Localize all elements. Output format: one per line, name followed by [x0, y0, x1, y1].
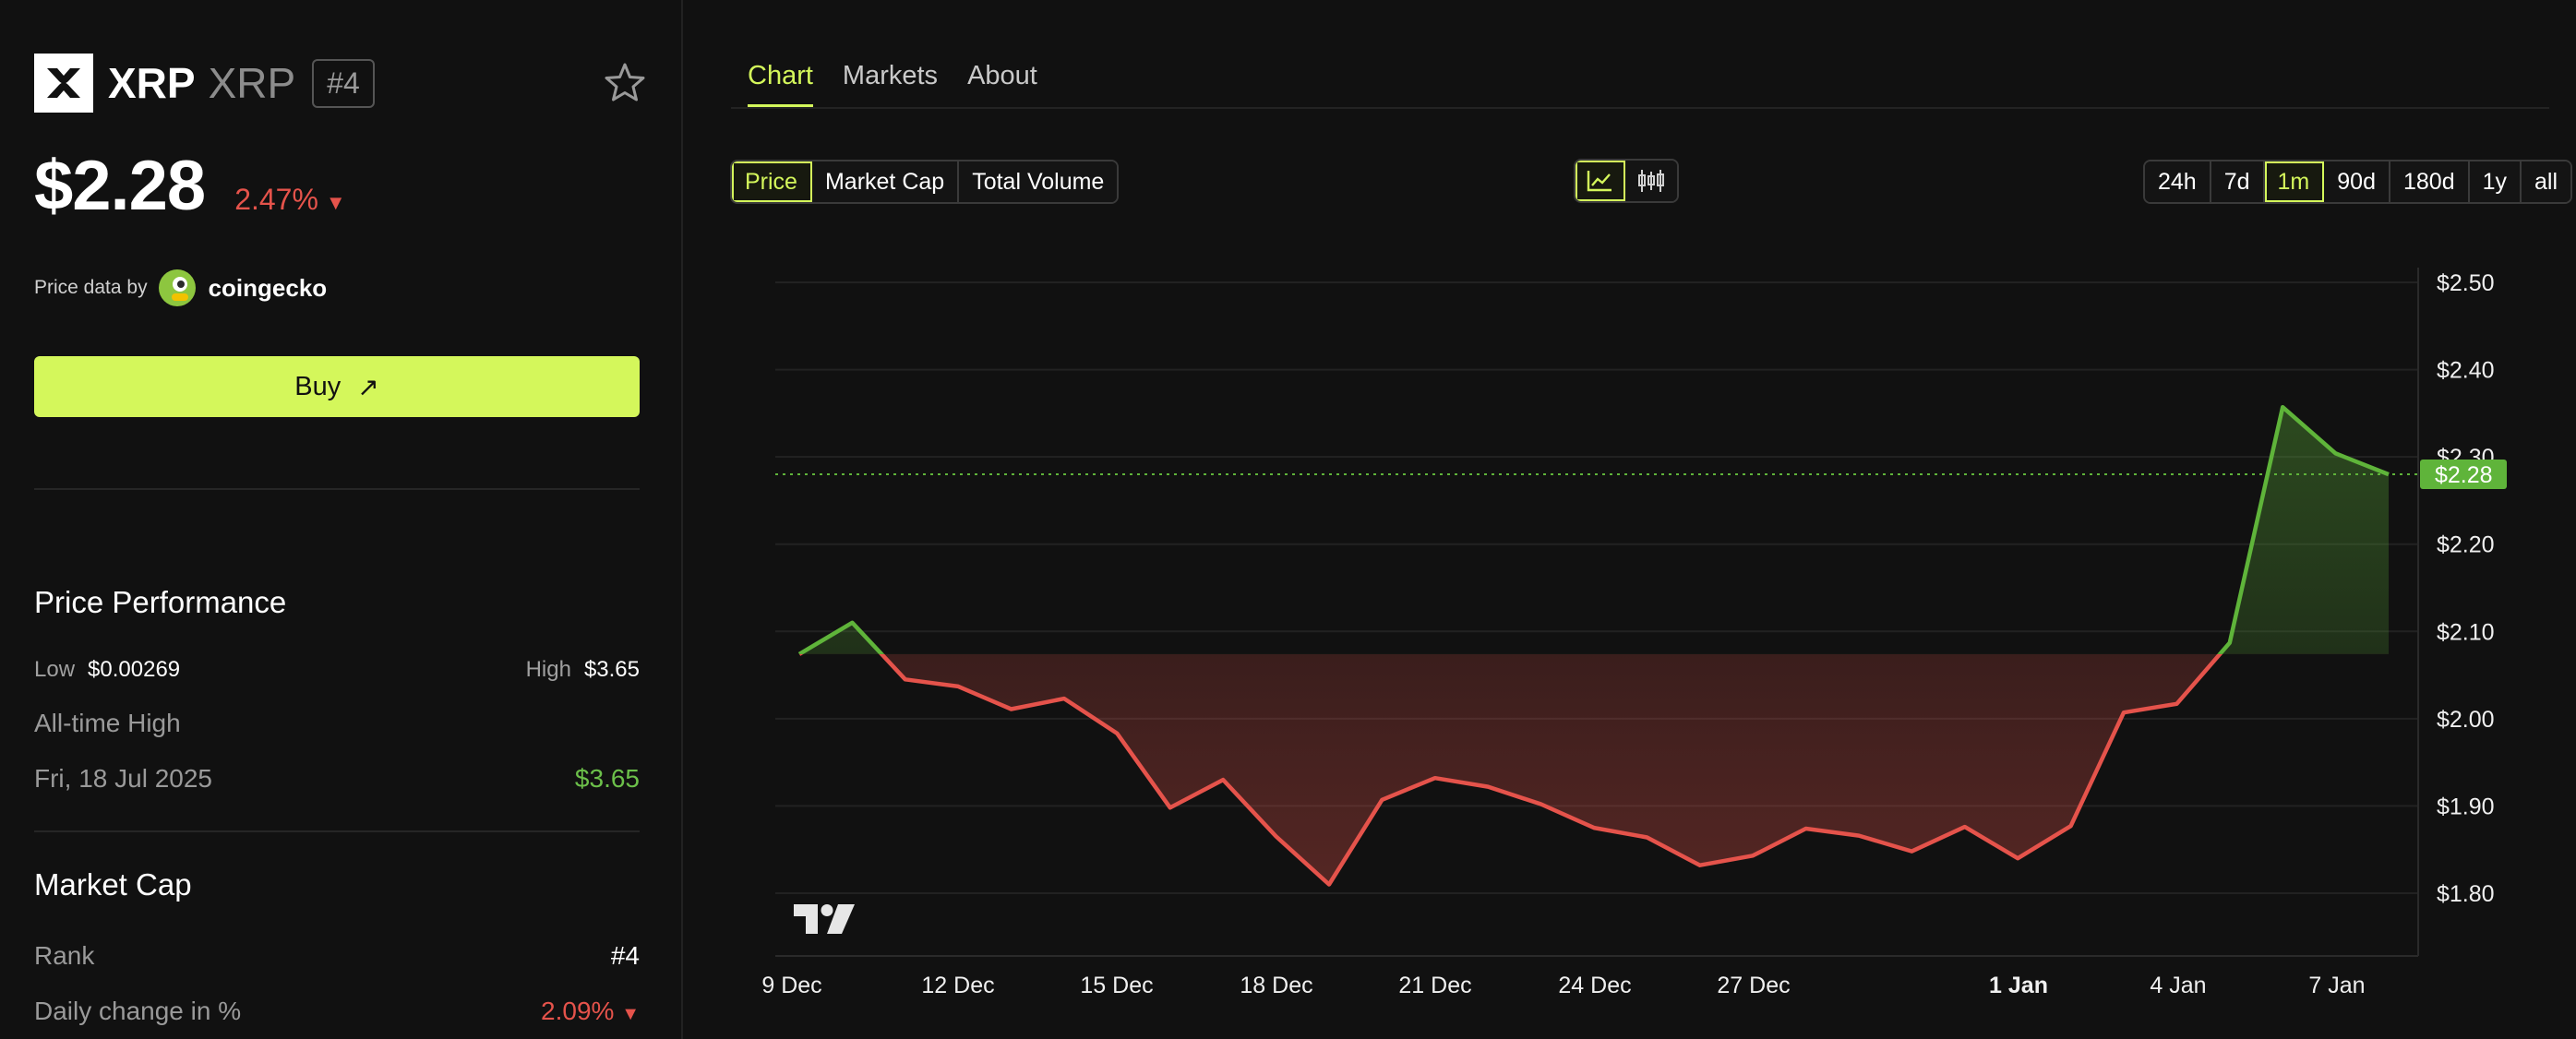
price-data-source: Price data by coingecko [34, 268, 327, 308]
time-range-selector: 24h 7d 1m 90d 180d 1y all [2143, 160, 2573, 204]
x-axis: 9 Dec 12 Dec 15 Dec 18 Dec 21 Dec 24 Dec 27 De… [761, 973, 2365, 998]
x-tick-label: 21 Dec [1398, 973, 1471, 998]
divider [34, 488, 640, 490]
buy-label: Buy [294, 371, 341, 401]
metric-market-cap-button[interactable]: Market Cap [811, 161, 960, 202]
current-price-marker: $2.28 [775, 460, 2507, 490]
price-change-value: 2.47% [234, 183, 318, 216]
current-price-label: $2.28 [2435, 462, 2493, 488]
range-all-button[interactable]: all [2522, 161, 2571, 202]
x-tick-label: 4 Jan [2150, 973, 2206, 998]
x-tick-label: 9 Dec [761, 973, 821, 998]
line-chart-icon[interactable] [1576, 161, 1625, 201]
tradingview-logo-icon [794, 904, 855, 938]
coin-info-panel: XRP XRP #4 $2.28 2.47% ▼ Price data by co… [0, 0, 683, 1039]
price-line-down [798, 653, 2223, 887]
chart-type-selector [1574, 159, 1679, 203]
y-tick-label: $2.20 [2437, 532, 2495, 558]
high-value: $3.65 [583, 657, 640, 682]
divider [34, 830, 640, 832]
tab-markets[interactable]: Markets [842, 61, 939, 90]
daily-change-value-wrap: 2.09% ▼ [541, 997, 640, 1026]
x-tick-label: 7 Jan [2308, 973, 2365, 998]
candlestick-icon[interactable] [1625, 161, 1677, 201]
x-tick-label: 18 Dec [1240, 973, 1312, 998]
chart-grid [775, 268, 2419, 957]
tab-chart[interactable]: Chart [748, 61, 813, 107]
price-performance-title: Price Performance [34, 585, 287, 619]
tabs-underline [731, 107, 2549, 109]
x-tick-label: 1 Jan [1989, 973, 2048, 998]
coingecko-brand[interactable]: coingecko [208, 273, 328, 302]
rank-label: Rank [34, 941, 95, 970]
ath-row: Fri, 18 Jul 2025 $3.65 [34, 764, 640, 797]
high-label: High [525, 657, 571, 682]
rank-value: #4 [610, 941, 640, 970]
x-tick-label: 27 Dec [1717, 973, 1790, 998]
current-price-badge [2420, 460, 2507, 490]
buy-button[interactable]: Buy ↗ [34, 356, 640, 417]
range-7d-button[interactable]: 7d [2211, 161, 2265, 202]
triangle-down-icon: ▼ [621, 1004, 640, 1024]
star-icon[interactable] [601, 59, 649, 107]
tab-about[interactable]: About [967, 61, 1037, 90]
rank-badge: #4 [312, 58, 375, 108]
coin-name: XRP [108, 59, 196, 107]
daily-change-label: Daily change in % [34, 997, 242, 1025]
below-baseline-fill [799, 653, 2221, 885]
range-24h-button[interactable]: 24h [2145, 161, 2211, 202]
y-tick-label: $2.40 [2437, 358, 2495, 384]
market-cap-title: Market Cap [34, 867, 192, 902]
range-1m-button[interactable]: 1m [2264, 161, 2325, 202]
metric-selector: Price Market Cap Total Volume [730, 160, 1120, 204]
daily-change-row: Daily change in % 2.09% ▼ [34, 997, 640, 1030]
chart-fills [799, 407, 2389, 885]
low-label: Low [34, 657, 76, 682]
x-tick-label: 24 Dec [1558, 973, 1631, 998]
range-90d-button[interactable]: 90d [2324, 161, 2390, 202]
ath-value: $3.65 [574, 764, 640, 793]
y-tick-label: $2.00 [2437, 707, 2495, 733]
metric-total-volume-button[interactable]: Total Volume [959, 161, 1118, 202]
section-tabs: Chart Markets About [748, 61, 1067, 107]
rank-row: Rank #4 [34, 941, 640, 974]
ath-label-row: All-time High [34, 709, 640, 742]
price-row: $2.28 2.47% ▼ [34, 146, 346, 226]
y-tick-label: $1.90 [2437, 794, 2495, 819]
arrow-up-right-icon: ↗ [357, 372, 379, 401]
coin-header: XRP XRP #4 [34, 54, 649, 113]
chart-lines [797, 404, 2390, 887]
coin-symbol: XRP [208, 59, 296, 107]
low-value: $0.00269 [88, 657, 181, 682]
range-180d-button[interactable]: 180d [2390, 161, 2470, 202]
metric-price-button[interactable]: Price [732, 161, 812, 202]
xrp-logo-icon [34, 54, 93, 113]
current-price: $2.28 [34, 147, 206, 225]
daily-change-value: 2.09% [541, 997, 615, 1025]
y-axis: $1.80$1.90$2.00$2.10$2.20$2.30$2.40$2.50 [2437, 270, 2495, 907]
ath-label: All-time High [34, 709, 181, 737]
range-1y-button[interactable]: 1y [2469, 161, 2522, 202]
y-tick-label: $1.80 [2437, 881, 2495, 907]
ath-date: Fri, 18 Jul 2025 [34, 764, 212, 793]
y-tick-label: $2.10 [2437, 619, 2495, 645]
price-data-label: Price data by [34, 277, 148, 298]
x-tick-label: 15 Dec [1080, 973, 1153, 998]
y-tick-label: $2.50 [2437, 270, 2495, 296]
x-tick-label: 12 Dec [921, 973, 994, 998]
coingecko-logo-icon [158, 269, 196, 306]
triangle-down-icon: ▼ [325, 191, 346, 214]
low-high-row: Low $0.00269 High $3.65 [34, 657, 640, 685]
price-change: 2.47% ▼ [234, 183, 346, 217]
